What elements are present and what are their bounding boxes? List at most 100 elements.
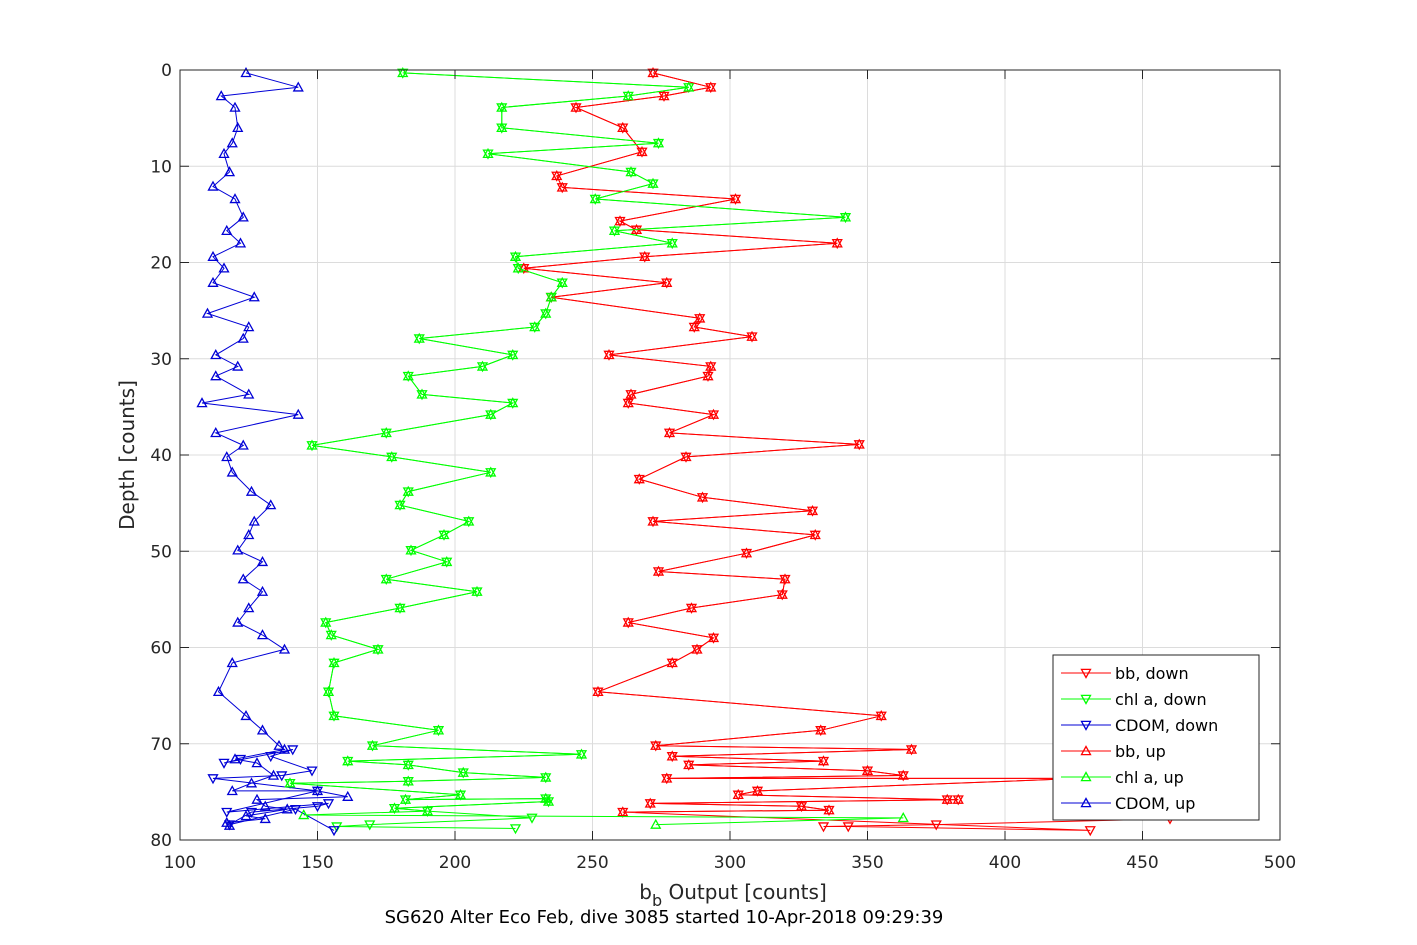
data-point xyxy=(207,250,219,261)
data-point xyxy=(259,812,271,824)
data-point xyxy=(526,813,538,824)
data-point xyxy=(292,408,304,419)
data-point xyxy=(342,790,354,801)
data-point xyxy=(691,643,703,654)
data-point xyxy=(842,822,854,833)
data-point xyxy=(729,193,742,204)
data-point xyxy=(311,802,324,813)
x-tick-label: 250 xyxy=(576,853,608,873)
x-tick-label: 150 xyxy=(301,853,333,873)
data-point xyxy=(795,800,808,811)
data-point xyxy=(248,291,260,302)
x-tick-label: 300 xyxy=(714,853,746,873)
data-point xyxy=(394,499,406,510)
data-point xyxy=(658,90,670,101)
data-point xyxy=(218,758,230,769)
data-point xyxy=(644,797,656,808)
data-point xyxy=(413,332,425,343)
data-point xyxy=(454,788,467,800)
data-point xyxy=(683,759,695,770)
data-point xyxy=(625,388,637,399)
data-point xyxy=(229,101,241,112)
data-point xyxy=(861,764,874,775)
data-point xyxy=(779,573,791,584)
data-point xyxy=(364,820,376,831)
series-line xyxy=(201,72,348,826)
data-point xyxy=(608,224,621,235)
data-point xyxy=(240,810,252,821)
y-tick-label: 50 xyxy=(150,542,172,562)
legend-entry: CDOM, up xyxy=(1061,794,1195,813)
legend-marker xyxy=(1080,694,1092,705)
data-point xyxy=(240,67,252,78)
data-point xyxy=(622,90,634,101)
data-point xyxy=(218,147,230,158)
data-point xyxy=(540,307,552,318)
x-tick-label: 450 xyxy=(1126,853,1158,873)
data-point xyxy=(243,321,255,332)
data-point xyxy=(688,321,700,332)
legend-box xyxy=(1052,654,1260,821)
data-point xyxy=(298,809,310,820)
data-point xyxy=(663,427,676,438)
data-point xyxy=(471,585,483,596)
data-point xyxy=(201,307,214,318)
data-point xyxy=(806,504,819,516)
data-point xyxy=(905,743,918,754)
data-point xyxy=(245,777,258,788)
data-point xyxy=(556,181,568,192)
data-point xyxy=(237,573,249,584)
data-point xyxy=(776,588,788,599)
data-point xyxy=(507,349,519,360)
series-line xyxy=(289,72,904,826)
data-point xyxy=(284,777,296,788)
data-point xyxy=(441,555,453,567)
y-tick-label: 70 xyxy=(150,735,172,755)
data-point xyxy=(226,137,238,148)
data-point xyxy=(372,643,384,654)
data-point xyxy=(652,565,665,576)
data-point xyxy=(276,771,288,782)
data-point xyxy=(229,193,241,204)
data-point xyxy=(647,177,659,188)
data-point xyxy=(556,276,568,287)
data-point xyxy=(237,439,249,450)
data-point xyxy=(402,775,414,786)
data-point xyxy=(617,121,629,133)
data-point xyxy=(897,812,909,823)
data-point xyxy=(251,793,263,804)
data-point xyxy=(232,360,244,371)
data-point xyxy=(817,822,830,833)
data-point xyxy=(661,772,673,783)
data-point xyxy=(482,147,494,158)
data-point xyxy=(542,795,555,806)
data-point xyxy=(570,101,582,112)
data-point xyxy=(952,793,964,804)
data-point xyxy=(540,771,552,782)
legend-label: chl a, up xyxy=(1115,768,1184,787)
data-point xyxy=(622,397,634,408)
data-point xyxy=(325,629,337,640)
data-point xyxy=(666,657,678,668)
y-tick-label: 30 xyxy=(150,350,172,370)
data-point xyxy=(234,237,247,248)
data-point xyxy=(380,573,392,584)
data-point xyxy=(897,769,909,780)
data-point xyxy=(650,818,662,829)
data-point xyxy=(215,90,227,101)
data-point xyxy=(696,491,709,502)
data-point xyxy=(226,785,238,796)
chart-title: SG620 Alter Eco Feb, dive 3085 started 1… xyxy=(385,907,944,928)
legend-marker xyxy=(1080,745,1092,756)
data-point xyxy=(226,466,238,477)
legend-label: bb, down xyxy=(1115,664,1189,683)
data-point xyxy=(633,473,645,484)
data-point xyxy=(388,802,401,813)
data-point xyxy=(251,757,263,768)
y-tick-label: 10 xyxy=(150,157,172,177)
data-point xyxy=(941,793,953,804)
data-point xyxy=(265,499,277,510)
legend-marker xyxy=(1080,797,1092,808)
data-point xyxy=(694,312,706,323)
data-point xyxy=(551,170,563,181)
